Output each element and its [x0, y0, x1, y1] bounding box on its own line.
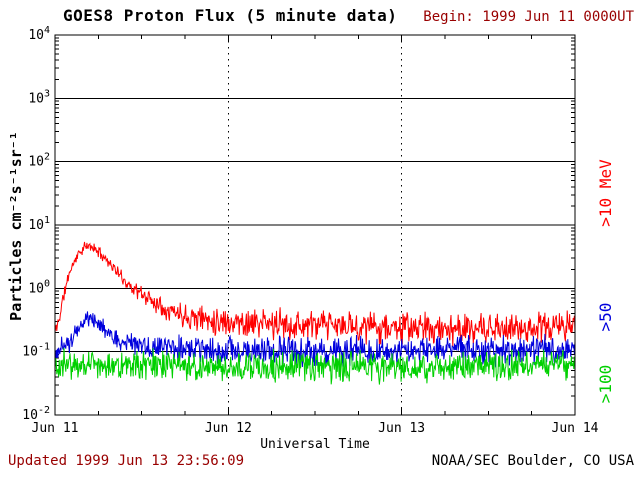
- updated-annotation: Updated 1999 Jun 13 23:56:09: [8, 453, 245, 469]
- svg-text:10-1: 10-1: [22, 342, 50, 360]
- begin-annotation: Begin: 1999 Jun 11 0000UT: [423, 9, 634, 25]
- svg-text:102: 102: [28, 152, 50, 170]
- svg-text:Jun 14: Jun 14: [552, 421, 599, 436]
- series-label-gt100mev: >100: [596, 364, 615, 404]
- svg-text:Jun 11: Jun 11: [32, 421, 79, 436]
- svg-text:10-2: 10-2: [22, 405, 50, 423]
- svg-text:100: 100: [28, 278, 50, 296]
- y-axis-label: Particles cm⁻²s⁻¹sr⁻¹: [7, 131, 25, 321]
- svg-text:103: 103: [28, 88, 50, 106]
- svg-text:Jun 12: Jun 12: [205, 421, 252, 436]
- chart-title: GOES8 Proton Flux (5 minute data): [63, 6, 398, 25]
- svg-text:104: 104: [28, 25, 50, 43]
- series-label-gt10mev: >10 MeV: [596, 159, 615, 227]
- svg-text:Jun 13: Jun 13: [378, 421, 425, 436]
- svg-text:101: 101: [28, 215, 50, 233]
- x-axis-label: Universal Time: [260, 437, 370, 452]
- source-credit: NOAA/SEC Boulder, CO USA: [431, 453, 634, 469]
